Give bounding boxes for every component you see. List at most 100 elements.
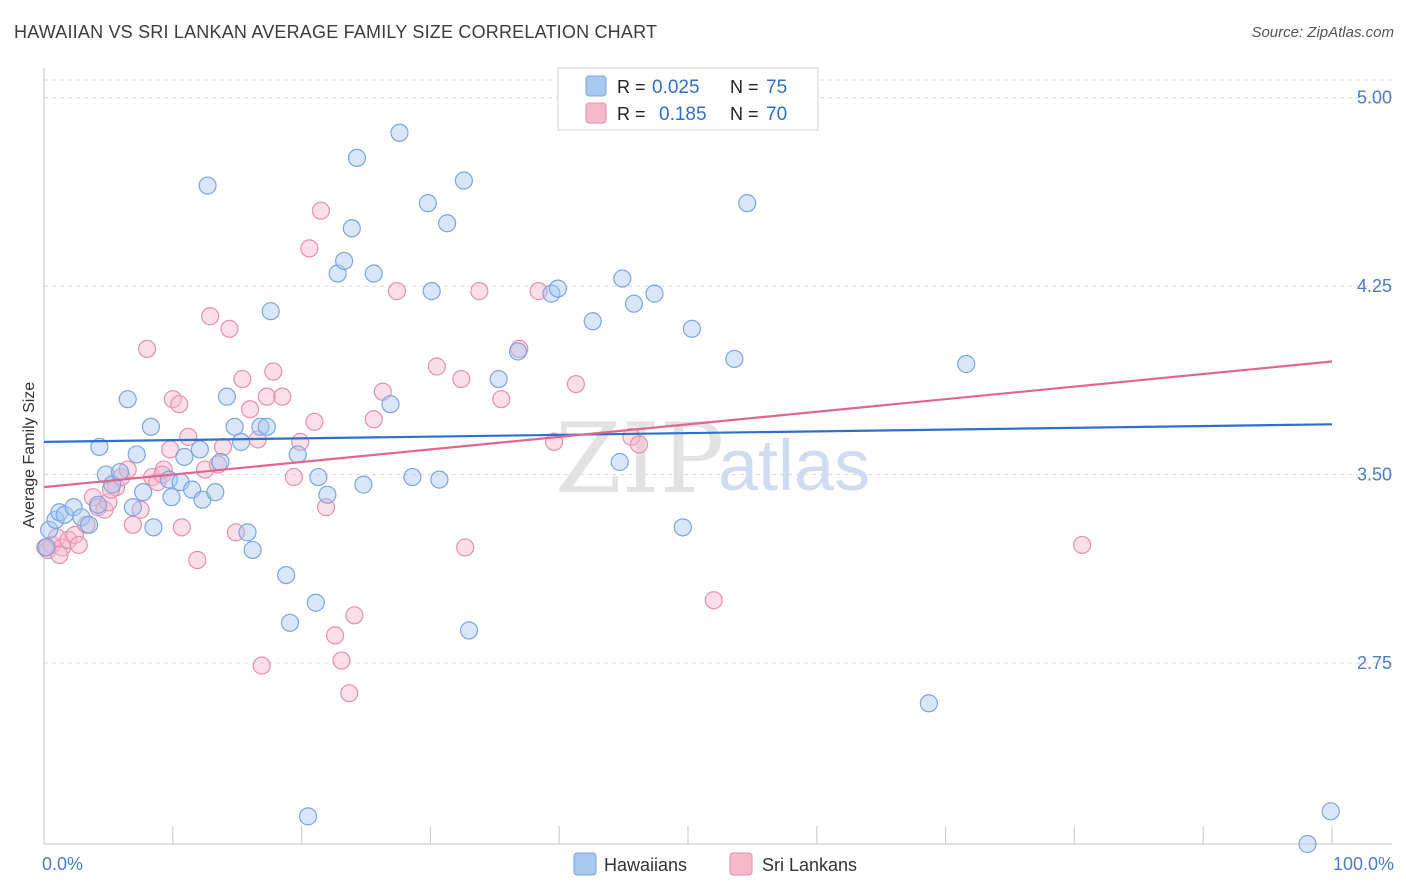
srilankan-point-31 xyxy=(220,319,239,338)
hawaiian-point-32 xyxy=(238,523,257,542)
hawaiian-point-39 xyxy=(288,445,307,464)
srilankan-point-43 xyxy=(305,412,324,431)
y-axis-label: Average Family Size xyxy=(21,382,38,529)
srilankan-point-48 xyxy=(340,684,359,703)
srilankan-point-65 xyxy=(1073,535,1092,555)
trend-line-hawaiians xyxy=(43,423,1333,443)
y-tick-labels: 2.75 3.50 4.25 5.00 xyxy=(1357,88,1392,673)
srilankan-point-37 xyxy=(257,387,276,406)
hawaiian-point-58 xyxy=(459,621,479,640)
y-tick-label-0: 2.75 xyxy=(1357,653,1392,673)
srilankan-point-26 xyxy=(188,550,207,570)
legend-bottom-swatch-hawaiians xyxy=(573,852,597,876)
hawaiian-point-69 xyxy=(682,319,701,338)
hawaiian-point-15 xyxy=(127,445,146,464)
srilankan-point-49 xyxy=(345,606,364,625)
hawaiian-point-50 xyxy=(381,395,400,414)
srilankan-point-23 xyxy=(170,395,189,414)
hawaiian-point-65 xyxy=(613,269,632,288)
hawaiian-point-3 xyxy=(50,503,69,522)
x-tick-label-min: 0.0% xyxy=(42,854,83,874)
hawaiian-point-42 xyxy=(309,467,328,487)
hawaiian-point-48 xyxy=(354,475,373,494)
hawaiian-point-66 xyxy=(624,294,644,313)
hawaiian-point-53 xyxy=(418,194,437,213)
hawaiian-point-57 xyxy=(454,171,473,190)
hawaiian-point-1 xyxy=(40,520,59,539)
hawaiian-point-13 xyxy=(118,390,137,409)
hawaiian-point-31 xyxy=(231,432,251,451)
trend-line-srilankans xyxy=(43,360,1333,489)
hawaiian-point-47 xyxy=(347,148,367,168)
legend-swatch-srilankans xyxy=(585,102,607,124)
srilankan-point-28 xyxy=(201,307,220,326)
hawaiian-point-59 xyxy=(489,369,508,389)
srilankan-point-47 xyxy=(332,651,351,670)
chart-source: Source: ZipAtlas.com xyxy=(1251,24,1394,41)
axes xyxy=(43,68,1392,845)
hawaiian-point-40 xyxy=(298,807,318,826)
legend-r-value-1: 0.025 xyxy=(652,77,700,98)
srilankan-point-39 xyxy=(273,387,292,406)
hawaiian-point-33 xyxy=(243,540,262,560)
legend-n-label-1: N = xyxy=(730,77,759,97)
srilankan-point-17 xyxy=(137,339,157,359)
legend-n-value-2: 70 xyxy=(766,104,787,125)
srilankan-point-62 xyxy=(622,427,641,446)
hawaiian-point-49 xyxy=(364,264,383,283)
srilankan-point-30 xyxy=(213,437,233,457)
stats-legend: R = 0.025 N = 75 R = 0.185 N = 70 xyxy=(557,67,819,131)
srilankan-point-44 xyxy=(311,201,331,220)
hawaiian-point-26 xyxy=(198,176,217,195)
hawaiian-point-16 xyxy=(134,483,153,502)
legend-bottom-label-srilankans: Sri Lankans xyxy=(762,855,857,875)
srilankan-point-56 xyxy=(470,282,489,301)
srilankan-point-54 xyxy=(452,369,471,389)
hawaiian-point-62 xyxy=(548,279,568,298)
hawaiian-point-6 xyxy=(72,508,91,527)
srilankan-point-5 xyxy=(65,525,85,544)
srilankan-point-57 xyxy=(492,390,511,409)
hawaiian-point-55 xyxy=(430,470,449,489)
legend-n-label-2: N = xyxy=(730,104,759,124)
hawaiian-point-12 xyxy=(110,462,130,482)
legend-swatch-hawaiians xyxy=(585,75,607,97)
chart-title: HAWAIIAN VS SRI LANKAN AVERAGE FAMILY SI… xyxy=(14,22,658,42)
srilankan-point-33 xyxy=(233,369,252,389)
hawaiian-point-7 xyxy=(79,515,99,534)
srilankan-point-34 xyxy=(240,400,260,419)
hawaiian-point-36 xyxy=(261,302,280,321)
hawaiian-point-30 xyxy=(225,417,244,436)
hawaiian-point-10 xyxy=(96,465,115,484)
hawaiian-point-52 xyxy=(403,467,422,487)
hawaiian-point-41 xyxy=(306,593,325,612)
hawaiian-point-71 xyxy=(738,194,757,213)
legend-r-value-2: 0.185 xyxy=(659,104,707,125)
hawaiian-point-5 xyxy=(64,498,83,517)
hawaiian-point-28 xyxy=(211,452,230,472)
hawaiian-point-14 xyxy=(123,498,142,517)
hawaiian-point-56 xyxy=(438,214,457,233)
srilankan-point-50 xyxy=(364,410,383,429)
hawaiian-point-0 xyxy=(37,538,56,557)
srilankan-point-53 xyxy=(427,357,446,376)
hawaiian-point-22 xyxy=(175,447,194,467)
srilankan-point-52 xyxy=(387,282,407,301)
legend-n-value-1: 75 xyxy=(766,77,787,98)
srilankan-point-63 xyxy=(629,435,649,454)
hawaiian-point-37 xyxy=(277,565,296,585)
watermark-zip: ZIP xyxy=(555,403,724,515)
hawaiian-point-34 xyxy=(251,417,270,436)
srilankan-point-24 xyxy=(172,518,191,537)
hawaiian-point-60 xyxy=(508,342,528,361)
srilankan-point-40 xyxy=(284,467,303,487)
hawaiian-point-67 xyxy=(645,284,664,303)
srilankan-point-46 xyxy=(325,626,345,645)
hawaiian-point-24 xyxy=(190,440,209,459)
legend-bottom-label-hawaiians: Hawaiians xyxy=(604,855,687,875)
hawaiian-point-63 xyxy=(583,312,602,331)
trend-lines xyxy=(43,360,1333,489)
hawaiian-point-38 xyxy=(280,613,300,632)
hawaiian-point-29 xyxy=(217,387,236,406)
